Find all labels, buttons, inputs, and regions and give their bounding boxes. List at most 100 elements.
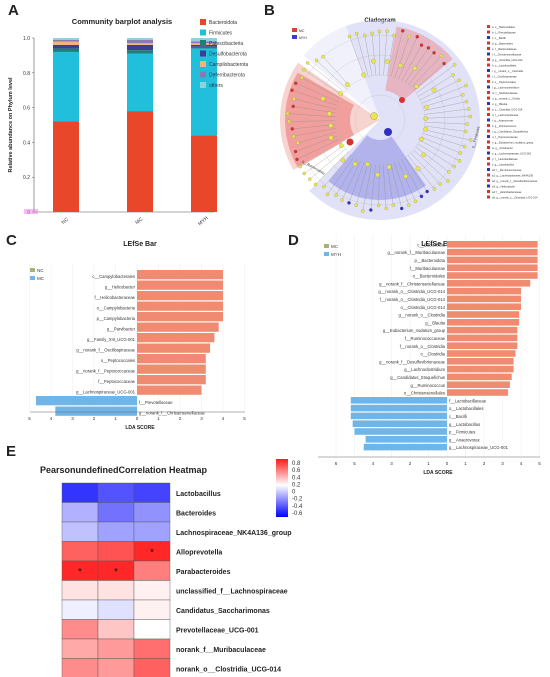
bar-segment (127, 39, 153, 44)
lda-bar (137, 364, 206, 374)
row-label: Parabacteroides (176, 569, 231, 576)
taxa-label: v: g__Eubacterium_nodatum_group (492, 141, 534, 145)
clade-branch (293, 128, 336, 137)
heatmap-cell (61, 580, 99, 601)
bar-label: o__Campylobacteria (97, 306, 136, 311)
clade-node (415, 166, 421, 171)
row-label: Lactobacillus (176, 491, 221, 498)
x-tick-label: 2 (179, 416, 182, 421)
x-tick-label: 5 (243, 416, 246, 421)
lda-bar (447, 311, 520, 318)
taxa-swatch (487, 80, 490, 83)
lda-bar (365, 436, 447, 443)
colorbar-tick-label: 0 (292, 490, 296, 496)
x-tick-label: 0 (446, 461, 449, 466)
x-tick-label: NC (61, 216, 71, 225)
lda-bar (447, 373, 512, 381)
taxa-label: a1: g__Lachnospiraceae_NK4A136 (492, 174, 534, 178)
clade-branch (287, 113, 336, 118)
taxa-swatch (487, 52, 490, 56)
clade-node (463, 129, 468, 134)
lda-bar (137, 333, 215, 343)
taxa-swatch (487, 151, 490, 155)
clade-node (413, 199, 418, 204)
clade-node (340, 157, 345, 163)
clade-node (442, 61, 446, 66)
x-tick-label: 3 (390, 461, 393, 466)
legend-label: NC (37, 268, 44, 273)
row-label: norank_f__Muribaculaceae (176, 647, 266, 654)
clade-branch (421, 85, 467, 104)
clade-node (423, 116, 429, 121)
significance-mark: * (114, 567, 118, 578)
clade-node (438, 182, 442, 186)
clade-node (391, 203, 396, 207)
x-tick-label: 4 (372, 461, 375, 466)
taxa-swatch (487, 135, 490, 138)
taxa-swatch (487, 63, 490, 67)
legend-label: others (209, 83, 223, 89)
clade-node (361, 72, 366, 78)
clade-node (371, 58, 376, 64)
clade-node (354, 203, 358, 207)
origin-highlight (24, 209, 38, 214)
bar-label: c__Bacilli (449, 414, 467, 419)
lda-bar (447, 319, 520, 326)
clade-branch (423, 101, 467, 111)
lefse-bar-chart-d: LEfSe BarMCMYHc__Bacteroidiag__norank_f_… (318, 235, 541, 476)
clade-branch (356, 163, 369, 206)
community-barplot-chart: Community barplot analysis00.20.40.60.81… (8, 17, 248, 227)
bar-label: g__Parvibacter (107, 327, 136, 332)
clade-node (305, 61, 310, 65)
taxa-swatch (487, 113, 490, 116)
bar-segment (127, 53, 153, 112)
clade-node (291, 134, 296, 139)
colorbar-tick-label: -0.6 (292, 511, 303, 517)
bar-label: g__Anaerovorax (449, 437, 481, 442)
bar-label: c__Bacteroidia (417, 242, 445, 247)
lda-bar (447, 365, 514, 373)
heatmap-cell (97, 502, 135, 523)
lda-bar (137, 301, 223, 311)
x-tick-label: 2 (93, 416, 96, 421)
x-tick-label: 2 (483, 461, 486, 466)
heatmap-cell (97, 521, 135, 542)
clade-branch (316, 60, 348, 90)
x-tick-label: 5 (28, 416, 31, 421)
clade-branch (387, 35, 395, 76)
lefse-bar-chart-c: LEfSe Bar NC MC c__Campylobacterales g__Heli… (28, 241, 246, 431)
taxa-label: o: g__Blautia (492, 102, 508, 106)
row-label: Lachnospiraceae_NK4A136_group (176, 530, 292, 537)
lda-bar (447, 256, 538, 264)
clade-node (447, 170, 451, 174)
clade-branch (293, 98, 337, 110)
cladogram-chart: CladogramMCMYHp__Bacteroidotap__Firmicut… (280, 18, 538, 220)
taxa-swatch (487, 173, 490, 177)
clade-node (321, 54, 325, 59)
heatmap-cell (61, 502, 99, 523)
clade-node (419, 43, 424, 47)
bar-segment (53, 121, 79, 212)
clade-node (457, 159, 462, 163)
lda-bar (55, 406, 137, 416)
clade-sector-bg (303, 26, 380, 120)
bar-label: g__Lachnoclostridium (404, 367, 445, 372)
clade-branch (296, 139, 340, 160)
heatmap-cell (133, 619, 171, 640)
clade-branch (327, 156, 355, 195)
taxa-label: e: f__Bacteroidaceae (492, 47, 517, 51)
legend-swatch (200, 71, 206, 78)
colorbar-tick-label: -0.2 (292, 497, 303, 503)
clade-node (468, 138, 473, 142)
clade-ring (354, 94, 406, 146)
clade-branch (356, 33, 369, 77)
x-tick-label: 0 (136, 416, 139, 421)
clade-node (320, 96, 326, 102)
clade-node (425, 189, 429, 194)
legend-label: MC (299, 29, 305, 33)
y-axis-label: Relative abundance on Phylum level (8, 77, 14, 173)
bar-label: f__Lactobacillaceae (449, 398, 487, 403)
clade-branch (348, 162, 365, 203)
clade-branch (371, 33, 376, 76)
clade-sector-bg (280, 62, 380, 170)
